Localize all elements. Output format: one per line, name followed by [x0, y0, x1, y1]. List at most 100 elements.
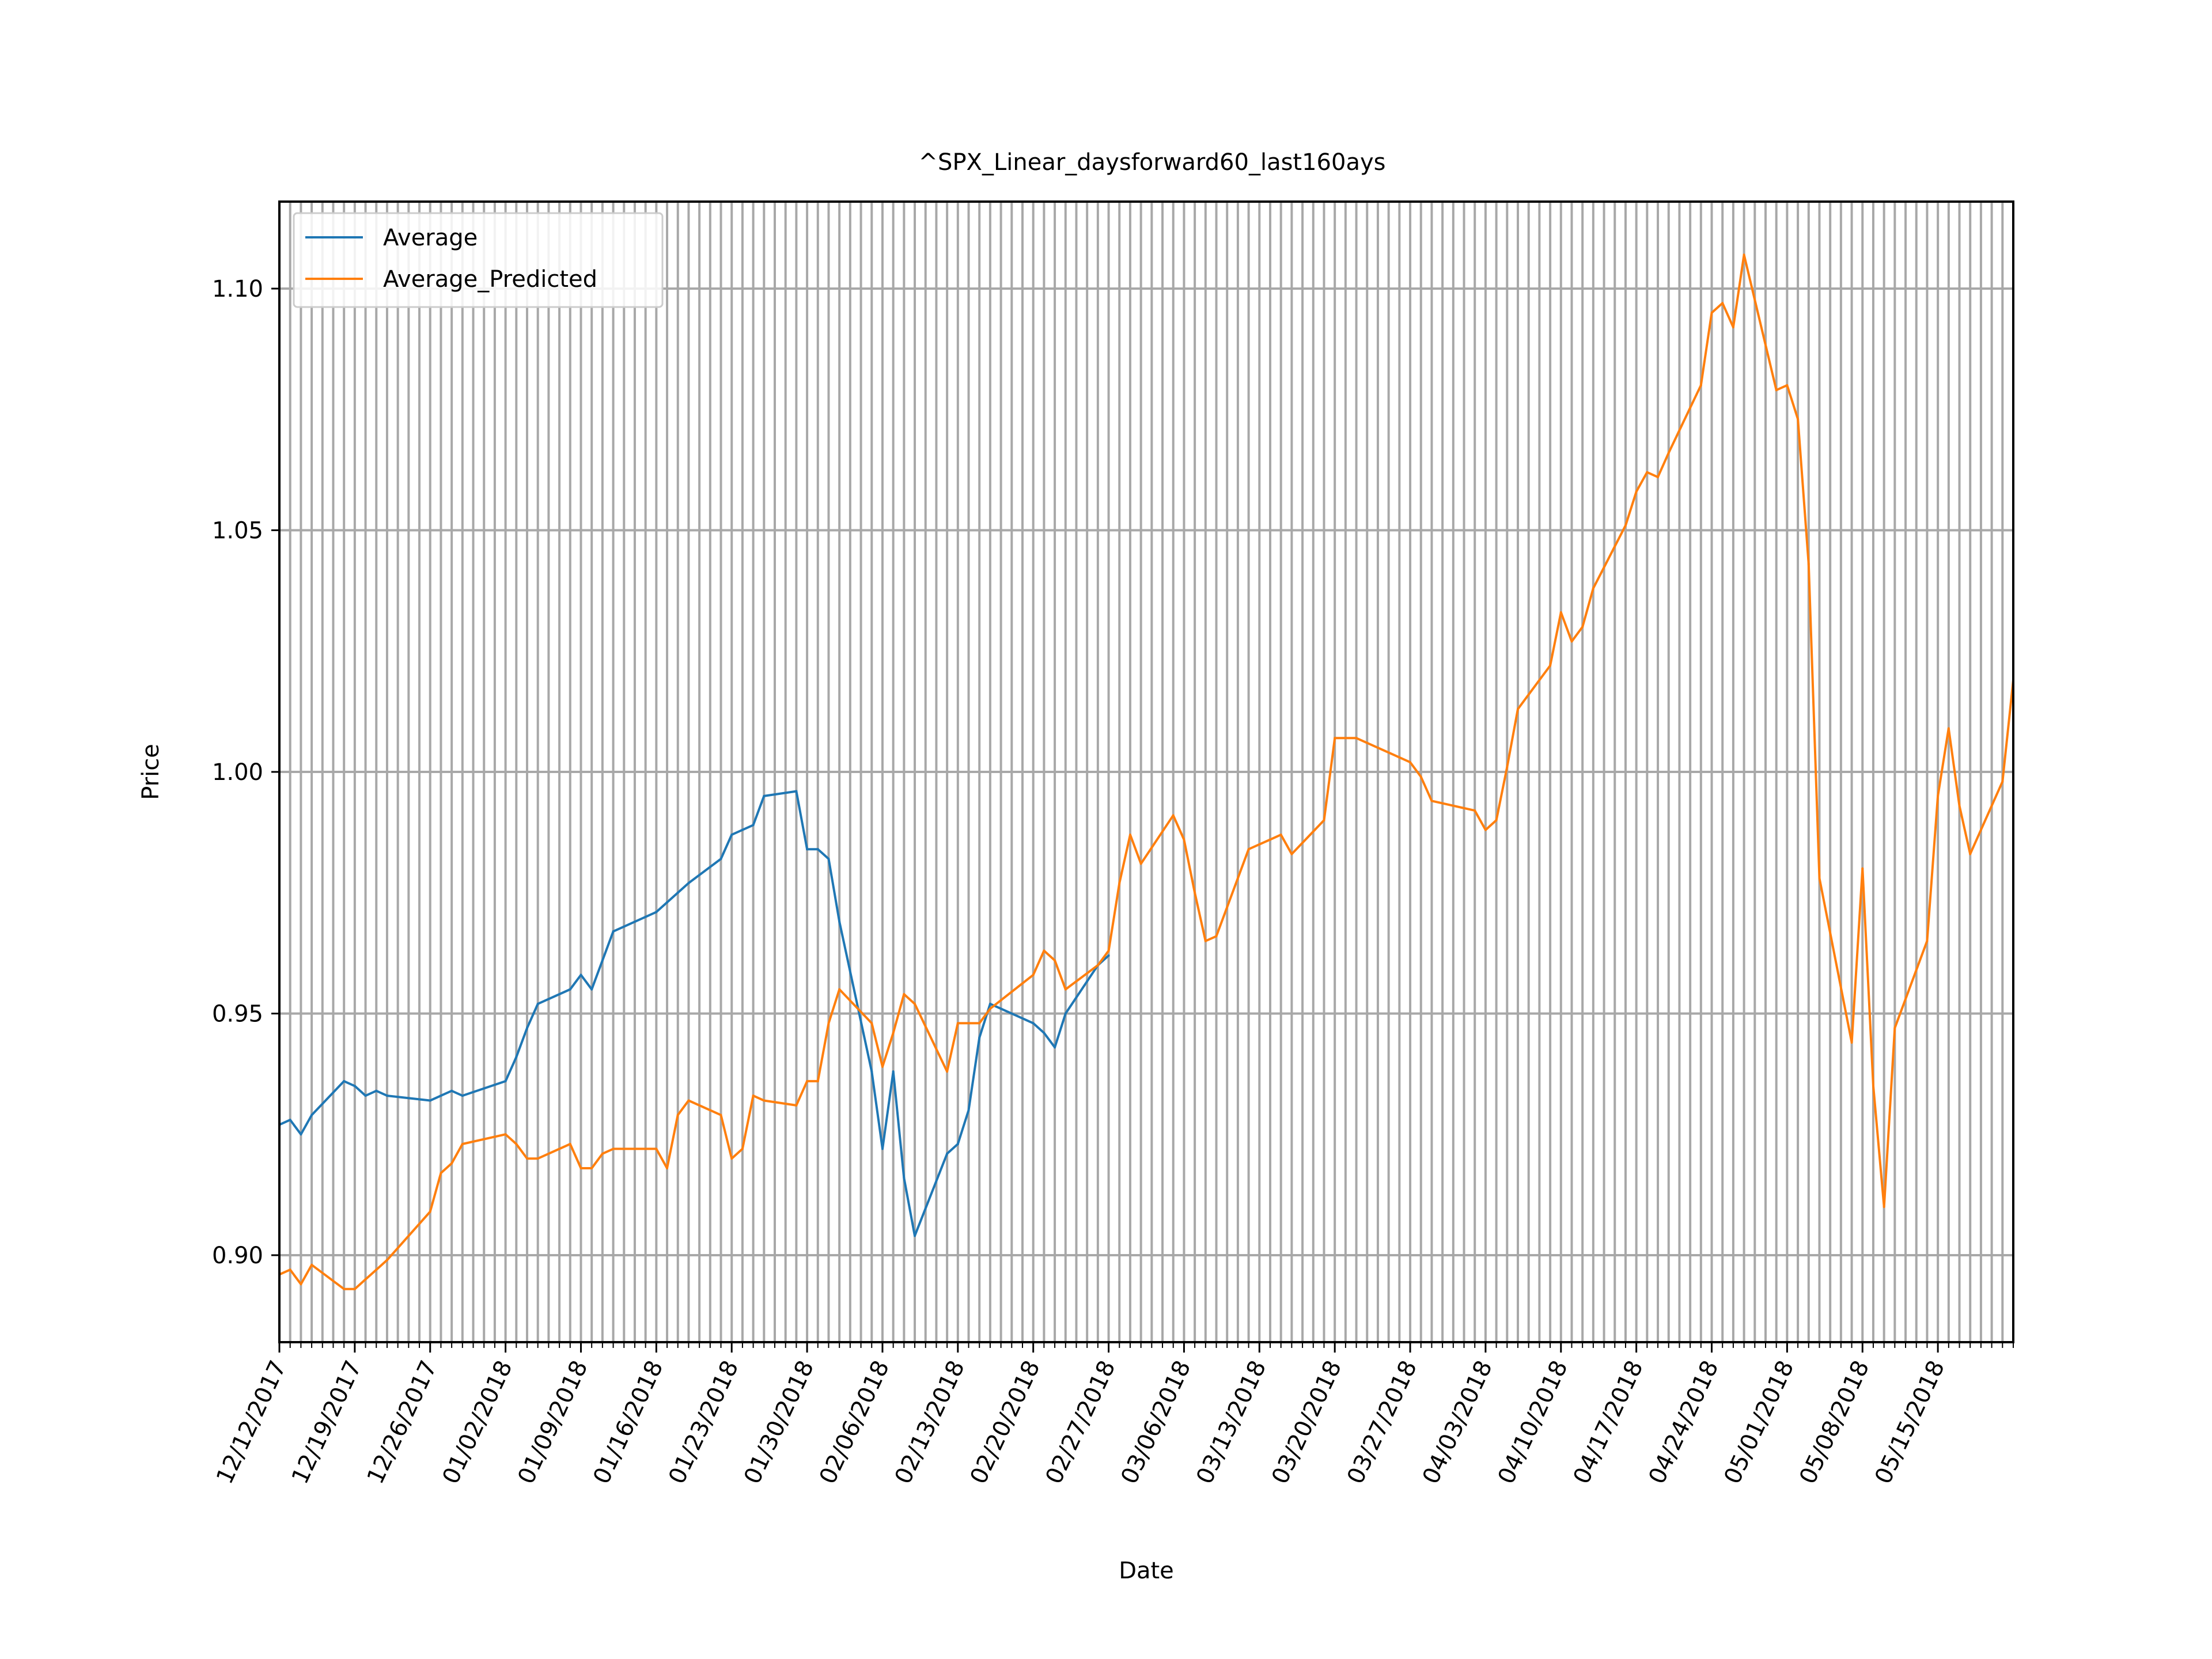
data-point — [741, 1147, 744, 1150]
data-point — [601, 1152, 604, 1155]
data-point — [741, 828, 744, 831]
data-point — [676, 891, 679, 894]
data-point — [1355, 737, 1358, 740]
data-point — [1409, 761, 1412, 764]
data-point — [1032, 1022, 1035, 1025]
data-point — [870, 1022, 873, 1025]
data-point — [881, 1065, 884, 1068]
data-point — [1172, 814, 1175, 817]
data-point — [752, 824, 755, 827]
data-point — [450, 1089, 453, 1092]
data-point — [816, 848, 819, 851]
data-point — [827, 1022, 830, 1025]
data-point — [763, 794, 766, 797]
data-point — [988, 1007, 991, 1010]
data-point — [579, 974, 582, 976]
data-point — [892, 1032, 895, 1035]
data-point — [1334, 737, 1336, 740]
data-point — [1430, 800, 1433, 802]
horizontal-gridlines — [279, 287, 2013, 1256]
data-point — [1506, 766, 1509, 768]
data-point — [1043, 949, 1046, 952]
y-tick-label: 0.90 — [212, 1243, 263, 1269]
data-point — [526, 1027, 528, 1029]
data-point — [956, 1143, 959, 1146]
data-point — [655, 1147, 658, 1150]
data-point — [440, 1094, 442, 1097]
data-point — [353, 1085, 356, 1088]
series-line-average — [279, 790, 1109, 1237]
data-point — [1474, 809, 1476, 812]
data-point — [1258, 843, 1261, 846]
data-point — [978, 1036, 981, 1039]
data-point — [461, 1094, 464, 1097]
data-point — [892, 1070, 895, 1073]
data-point — [1549, 664, 1552, 667]
data-point — [385, 1259, 388, 1262]
data-point — [1797, 418, 1800, 421]
data-point — [946, 1152, 949, 1155]
data-point — [504, 1133, 507, 1136]
data-point — [1559, 611, 1562, 614]
data-point — [752, 1094, 755, 1097]
data-point — [1128, 834, 1131, 836]
y-axis: 0.90 0.95 1.00 1.05 1.10 — [212, 276, 279, 1269]
data-point — [289, 1268, 291, 1271]
data-point — [816, 1080, 819, 1082]
data-point — [827, 858, 830, 861]
data-point — [1958, 804, 1961, 807]
data-point — [1732, 326, 1734, 329]
data-point — [1118, 881, 1121, 884]
data-point — [1096, 964, 1099, 967]
data-point — [536, 1002, 539, 1005]
data-point — [806, 1080, 809, 1082]
data-point — [1054, 1046, 1056, 1049]
y-axis-label: Price — [138, 744, 164, 800]
data-point — [1064, 1012, 1067, 1015]
data-point — [730, 1157, 733, 1160]
data-point — [1775, 389, 1778, 392]
data-point — [364, 1278, 367, 1281]
data-point — [1043, 1032, 1046, 1035]
data-point — [978, 1022, 981, 1025]
data-point — [515, 1143, 518, 1146]
data-point — [1366, 741, 1369, 744]
data-point — [461, 1143, 464, 1146]
data-point — [1721, 302, 1724, 305]
data-point — [1570, 640, 1573, 643]
data-point — [1484, 828, 1487, 831]
y-tick-label: 1.10 — [212, 276, 263, 302]
data-point — [1937, 794, 1940, 797]
series-layer — [278, 253, 2014, 1290]
data-point — [1344, 737, 1347, 740]
data-point — [1183, 838, 1185, 841]
data-point — [601, 959, 604, 962]
y-tick-label: 1.05 — [212, 518, 263, 544]
data-point — [1194, 891, 1196, 894]
data-point — [1818, 877, 1821, 880]
data-point — [1517, 707, 1519, 710]
data-point — [1247, 848, 1250, 851]
data-point — [988, 1002, 991, 1005]
data-point — [1861, 867, 1864, 870]
data-point — [289, 1119, 291, 1122]
series-average — [278, 790, 1110, 1237]
x-axis-label: Date — [1119, 1558, 1174, 1584]
data-point — [870, 1070, 873, 1073]
data-point — [1107, 949, 1110, 952]
data-point — [838, 921, 841, 923]
data-point — [1893, 1027, 1896, 1029]
data-point — [343, 1287, 346, 1290]
data-point — [903, 993, 906, 995]
legend-label-average: Average — [383, 225, 478, 251]
data-point — [719, 1113, 722, 1116]
data-point — [1204, 940, 1207, 942]
data-point — [1743, 253, 1745, 256]
data-point — [1872, 1085, 1874, 1088]
legend: Average Average_Predicted — [293, 212, 664, 308]
data-point — [310, 1263, 313, 1266]
data-point — [1667, 452, 1670, 454]
data-point — [687, 1099, 690, 1102]
data-point — [838, 988, 841, 991]
